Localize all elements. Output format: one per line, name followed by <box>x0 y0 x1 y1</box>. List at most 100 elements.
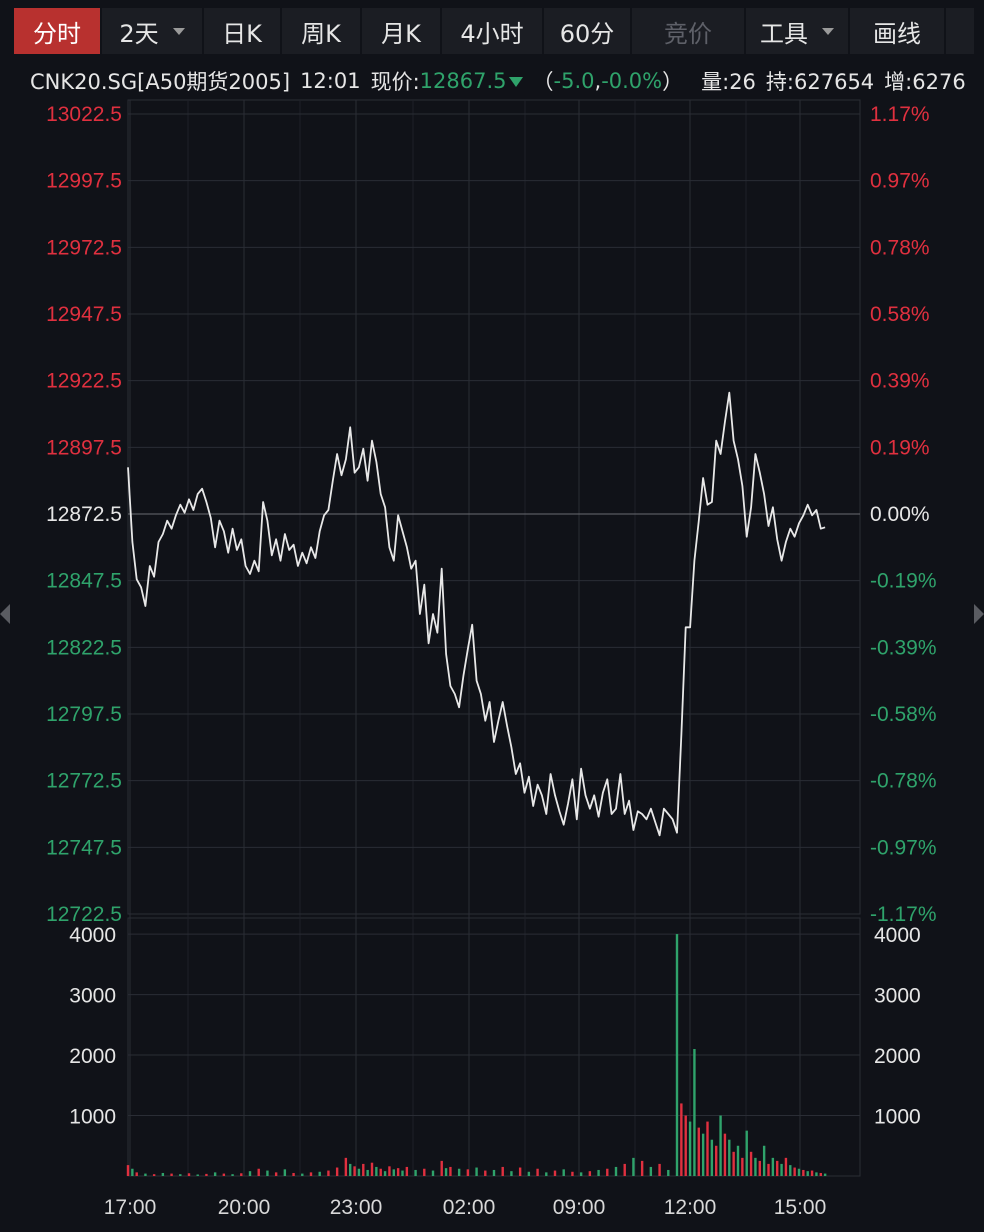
volume-bar <box>396 1168 400 1176</box>
volume-bar <box>723 1133 727 1176</box>
volume-bar <box>274 1172 278 1176</box>
volume-bar <box>545 1172 548 1176</box>
arrow-down-icon <box>508 77 523 87</box>
pct-tick-label: -0.58% <box>870 703 937 726</box>
volume-bar <box>196 1174 199 1176</box>
volume-bar <box>736 1145 740 1176</box>
volume-bar <box>222 1173 226 1176</box>
volume-bar <box>793 1167 796 1176</box>
tab-4[interactable]: 月K <box>362 8 442 54</box>
volume-bar <box>257 1168 260 1176</box>
price-line <box>127 391 826 837</box>
tab-5[interactable]: 4小时 <box>442 8 544 54</box>
volume-value: 量:26 <box>701 70 756 94</box>
tab-6[interactable]: 60分 <box>544 8 632 54</box>
volume-bar <box>327 1170 330 1176</box>
volume-bar <box>405 1166 409 1176</box>
volume-bar <box>401 1170 404 1176</box>
open-interest-change: 增:6276 <box>884 70 966 94</box>
tab-3[interactable]: 周K <box>282 8 362 54</box>
volume-bar <box>706 1121 709 1176</box>
volume-bar <box>614 1166 618 1176</box>
volume-bar <box>815 1172 818 1176</box>
volume-bar <box>632 1157 635 1176</box>
volume-bar <box>536 1168 539 1176</box>
price-change-pct: -0.0% <box>601 69 663 93</box>
x-tick-label: 02:00 <box>443 1196 496 1219</box>
volume-bar <box>431 1170 435 1176</box>
volume-bar <box>667 1169 670 1176</box>
volume-bar <box>492 1169 496 1176</box>
tab-9[interactable]: 画线 <box>850 8 946 54</box>
x-tick-label: 20:00 <box>218 1196 271 1219</box>
volume-bar <box>309 1172 313 1176</box>
tab-label: 60分 <box>559 19 615 48</box>
tab-1[interactable]: 2天 <box>102 8 204 54</box>
volume-bar <box>728 1139 731 1176</box>
volume-bar <box>754 1157 757 1176</box>
tab-2[interactable]: 日K <box>204 8 282 54</box>
chevron-down-icon <box>822 27 834 35</box>
pct-tick-label: 0.97% <box>870 170 930 193</box>
volume-bar <box>187 1173 191 1176</box>
volume-bar <box>383 1171 387 1176</box>
volume-bar <box>379 1168 382 1176</box>
pct-tick-label: -0.78% <box>870 770 937 793</box>
volume-bar <box>152 1174 156 1176</box>
volume-bar <box>231 1174 234 1176</box>
scroll-left-arrow-icon[interactable] <box>0 604 10 624</box>
tab-label: 日K <box>222 19 262 48</box>
pct-tick-label: 1.17% <box>870 103 930 126</box>
volume-bar <box>510 1171 513 1176</box>
volume-bar <box>553 1170 557 1176</box>
price-tick-label: 12772.5 <box>46 770 122 793</box>
change-separator: , <box>594 69 602 93</box>
volume-bar <box>144 1173 147 1176</box>
volume-bar <box>562 1169 565 1176</box>
x-tick-label: 17:00 <box>104 1196 157 1219</box>
volume-bar <box>693 1049 696 1176</box>
volume-bar <box>357 1168 361 1176</box>
x-tick-label: 12:00 <box>664 1196 717 1219</box>
volume-bar <box>684 1115 687 1176</box>
volume-bar <box>335 1167 339 1176</box>
volume-bar <box>588 1171 592 1176</box>
volume-bar <box>527 1171 531 1176</box>
price-tick-label: 12722.5 <box>46 903 122 926</box>
price-label: 现价: <box>370 70 420 94</box>
volume-bar <box>457 1168 461 1176</box>
volume-bar <box>266 1170 269 1176</box>
volume-tick-label: 4000 <box>874 924 921 947</box>
tab-0[interactable]: 分时 <box>14 8 102 54</box>
tab-8[interactable]: 工具 <box>746 8 850 54</box>
volume-tick-label: 1000 <box>69 1106 116 1129</box>
volume-bar <box>745 1130 748 1176</box>
volume-bar <box>802 1169 805 1176</box>
volume-bar <box>370 1162 374 1176</box>
price-tick-label: 12747.5 <box>46 836 122 859</box>
pct-tick-label: 0.58% <box>870 303 930 326</box>
volume-bar <box>205 1173 208 1176</box>
volume-bar <box>732 1151 735 1176</box>
volume-bar <box>161 1172 165 1176</box>
volume-bar <box>423 1168 426 1176</box>
volume-tick-label: 1000 <box>874 1106 921 1129</box>
tab-7[interactable]: 竞价 <box>632 8 746 54</box>
change-open-paren: （ <box>532 70 554 94</box>
volume-bar <box>749 1151 753 1176</box>
volume-bar <box>179 1174 182 1176</box>
volume-bar <box>823 1173 827 1176</box>
volume-bar <box>771 1157 775 1176</box>
volume-bar <box>170 1173 173 1176</box>
volume-bar <box>318 1171 321 1176</box>
tab-label: 4小时 <box>460 19 524 48</box>
volume-bar <box>571 1171 574 1176</box>
scroll-right-arrow-icon[interactable] <box>974 604 984 624</box>
pct-tick-label: -0.19% <box>870 570 937 593</box>
pct-tick-label: -0.39% <box>870 636 937 659</box>
volume-bar <box>597 1169 600 1176</box>
volume-bar <box>658 1163 661 1176</box>
volume-bar <box>623 1163 626 1176</box>
volume-bar <box>649 1166 653 1176</box>
